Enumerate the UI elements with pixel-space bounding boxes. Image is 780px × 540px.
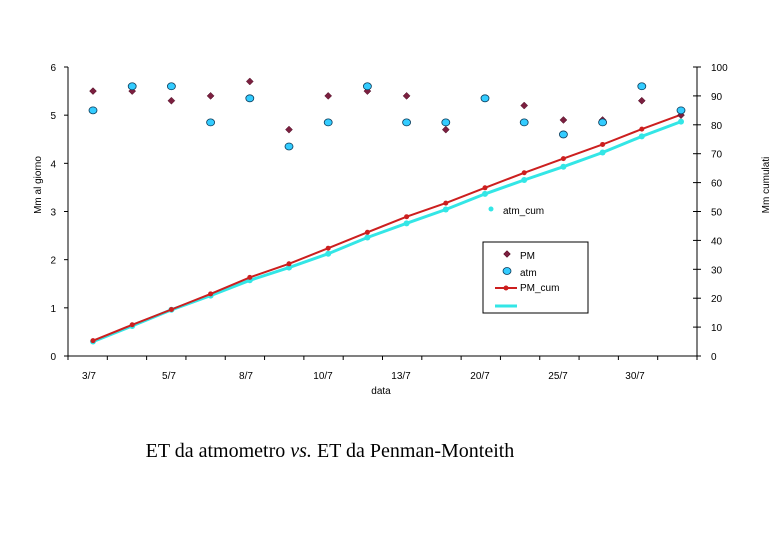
pm-point xyxy=(520,101,529,110)
atm-cum-floating-label: atm_cum xyxy=(503,206,544,217)
x-tick-label: 10/7 xyxy=(313,371,333,382)
legend-pm-cum-marker xyxy=(503,285,509,291)
left-tick-label: 1 xyxy=(50,304,56,315)
pm-point xyxy=(637,96,646,105)
legend-atm-marker xyxy=(502,267,512,275)
atm-cum-floating-marker xyxy=(488,206,494,212)
pm-point xyxy=(167,96,176,105)
figure-caption: ET da atmometro vs. ET da Penman-Monteit… xyxy=(0,440,660,463)
right-tick-label: 90 xyxy=(711,92,723,103)
atm-point xyxy=(206,118,216,127)
atm-point xyxy=(559,130,568,139)
x-tick-label: 20/7 xyxy=(470,371,490,382)
x-tick-label: 5/7 xyxy=(162,371,176,382)
pm-cum-point xyxy=(600,141,606,147)
right-tick-label: 50 xyxy=(711,208,723,219)
x-tick-label: 13/7 xyxy=(391,371,411,382)
atm-point xyxy=(284,142,294,151)
atm-cum-point xyxy=(364,234,371,241)
right-tick-label: 30 xyxy=(711,265,723,276)
legend-box xyxy=(482,241,589,314)
right-tick-label: 60 xyxy=(711,179,723,190)
atm-cum-point xyxy=(678,118,684,125)
x-tick-label: 25/7 xyxy=(548,371,568,382)
atm-cum-point xyxy=(638,133,645,140)
pm-point xyxy=(441,125,450,134)
atm-cum-point xyxy=(442,206,449,213)
atm-point xyxy=(402,118,412,127)
atm-point xyxy=(519,118,529,127)
atm-cum-point xyxy=(286,264,292,271)
atm-point xyxy=(637,82,647,91)
atm-cum-point xyxy=(521,176,528,183)
pm-cum-point xyxy=(364,229,370,235)
x-tick-label: 8/7 xyxy=(239,371,253,382)
atm-point xyxy=(323,118,333,127)
atm-cum-point xyxy=(599,149,606,156)
right-tick-label: 70 xyxy=(711,150,723,161)
atm-point xyxy=(245,94,255,103)
atm-point xyxy=(480,94,490,103)
legend-pm-marker xyxy=(503,250,511,258)
atm-cum-point xyxy=(325,250,332,257)
pm-cum-point xyxy=(325,245,331,251)
pm-point xyxy=(245,77,254,86)
left-tick-label: 4 xyxy=(50,159,56,170)
left-tick-label: 5 xyxy=(50,111,56,122)
pm-cum-point xyxy=(404,214,410,220)
x-tick-label: 3/7 xyxy=(82,371,96,382)
pm-cum-point xyxy=(639,126,645,132)
atm-point xyxy=(441,118,451,127)
atm-point xyxy=(362,82,372,91)
right-axis-title: Mm cumulati xyxy=(761,157,772,214)
atm-point xyxy=(127,82,137,91)
left-tick-label: 2 xyxy=(50,256,56,267)
left-tick-label: 3 xyxy=(50,208,56,219)
caption-italic: vs. xyxy=(290,440,312,462)
pm-point xyxy=(324,92,333,100)
pm-point xyxy=(206,92,215,100)
atm-point xyxy=(166,82,176,91)
pm-cum-point xyxy=(286,261,292,267)
x-axis-title: data xyxy=(371,386,391,397)
legend-atm-label: atm xyxy=(520,268,537,279)
pm-cum-line xyxy=(92,113,682,342)
right-tick-label: 100 xyxy=(711,63,728,74)
atm-point xyxy=(598,118,607,127)
pm-cum-point xyxy=(129,322,135,328)
atm-point xyxy=(88,106,98,115)
pm-point xyxy=(285,125,293,134)
right-tick-label: 10 xyxy=(711,323,723,334)
left-tick-label: 0 xyxy=(50,352,56,363)
left-tick-label: 6 xyxy=(50,63,56,74)
right-tick-label: 0 xyxy=(711,352,717,363)
x-tick-label: 30/7 xyxy=(625,371,645,382)
pm-cum-point xyxy=(208,291,214,297)
right-tick-label: 80 xyxy=(711,121,723,132)
atm-cum-point xyxy=(403,220,410,227)
caption-end: ET da Penman-Monteith xyxy=(311,440,515,462)
atm-cum-line xyxy=(92,120,682,343)
atm-cum-point xyxy=(560,163,567,170)
pm-cum-point xyxy=(482,185,488,191)
pm-cum-point xyxy=(90,338,96,344)
atm-cum-point xyxy=(482,190,488,197)
atm-point xyxy=(676,106,686,115)
pm-cum-point xyxy=(443,200,449,206)
caption-start: ET da atmometro xyxy=(145,440,291,462)
left-axis-title: Mm al giorno xyxy=(33,156,44,214)
legend-pm-cum-label: PM_cum xyxy=(520,283,559,294)
pm-cum-point xyxy=(521,170,527,176)
pm-point xyxy=(402,92,411,100)
right-tick-label: 40 xyxy=(711,236,723,247)
legend-pm-label: PM xyxy=(520,251,535,262)
pm-cum-point xyxy=(247,274,253,280)
pm-point xyxy=(89,87,97,95)
pm-cum-point xyxy=(560,156,566,162)
right-tick-label: 20 xyxy=(711,294,723,305)
pm-cum-point xyxy=(168,306,174,312)
pm-point xyxy=(559,116,568,124)
